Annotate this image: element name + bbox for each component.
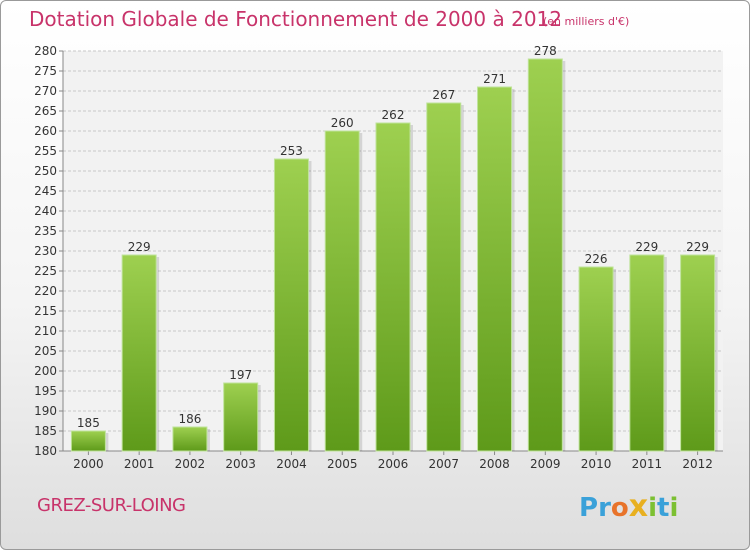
y-tick-label: 225 <box>34 264 57 278</box>
y-tick-label: 185 <box>34 424 57 438</box>
logo-letter: x <box>628 489 649 524</box>
bar-2008 <box>477 86 513 452</box>
y-tick-label: 240 <box>34 204 57 218</box>
x-tick-label: 2006 <box>378 457 409 471</box>
x-tick-label: 2010 <box>581 457 612 471</box>
y-tick-label: 215 <box>34 304 57 318</box>
data-label: 229 <box>128 240 151 254</box>
bar-2004 <box>273 158 309 452</box>
data-label: 229 <box>635 240 658 254</box>
y-tick-label: 250 <box>34 164 57 178</box>
logo-letter: i <box>669 493 679 523</box>
x-tick-label: 2009 <box>530 457 561 471</box>
data-label: 278 <box>534 44 557 58</box>
data-label: 262 <box>382 108 405 122</box>
x-tick-label: 2000 <box>73 457 104 471</box>
chart-title: Dotation Globale de Fonctionnement de 20… <box>29 7 562 31</box>
x-tick-label: 2004 <box>276 457 307 471</box>
y-tick-label: 265 <box>34 104 57 118</box>
x-tick-label: 2001 <box>124 457 155 471</box>
x-tick-label: 2008 <box>479 457 510 471</box>
data-label: 260 <box>331 116 354 130</box>
bar-2007 <box>426 102 462 452</box>
chart-subtitle: (en milliers d'€) <box>543 15 630 28</box>
logo-letter: t <box>657 493 670 523</box>
x-tick-label: 2011 <box>632 457 663 471</box>
bar-2002 <box>172 426 208 452</box>
data-label: 186 <box>178 412 201 426</box>
bar-2001 <box>121 254 157 452</box>
bar-2006 <box>375 122 411 452</box>
y-tick-label: 245 <box>34 184 57 198</box>
y-tick-label: 205 <box>34 344 57 358</box>
logo-letter: i <box>648 493 658 523</box>
bar-2012 <box>680 254 716 452</box>
x-tick-label: 2007 <box>428 457 459 471</box>
x-tick-label: 2005 <box>327 457 358 471</box>
data-label: 253 <box>280 144 303 158</box>
commune-name: GREZ-SUR-LOING <box>37 495 186 516</box>
logo-letter: o <box>610 493 629 523</box>
proxiti-logo: Proxiti <box>579 489 678 524</box>
y-tick-label: 180 <box>34 444 57 458</box>
data-label: 185 <box>77 416 100 430</box>
logo-letter: P <box>579 493 599 523</box>
data-label: 229 <box>686 240 709 254</box>
data-label: 271 <box>483 72 506 86</box>
data-label: 267 <box>432 88 455 102</box>
y-tick-label: 220 <box>34 284 57 298</box>
data-label: 226 <box>585 252 608 266</box>
y-tick-label: 200 <box>34 364 57 378</box>
bar-2005 <box>324 130 360 452</box>
y-tick-label: 275 <box>34 64 57 78</box>
bar-2011 <box>629 254 665 452</box>
bar-2010 <box>578 266 614 452</box>
bar-2003 <box>223 382 259 452</box>
y-tick-label: 260 <box>34 124 57 138</box>
y-tick-label: 235 <box>34 224 57 238</box>
x-tick-label: 2003 <box>225 457 256 471</box>
bar-2009 <box>527 58 563 452</box>
y-tick-label: 280 <box>34 44 57 58</box>
y-tick-label: 195 <box>34 384 57 398</box>
y-tick-label: 210 <box>34 324 57 338</box>
logo-letter: r <box>598 493 611 523</box>
data-label: 197 <box>229 368 252 382</box>
bar-2000 <box>70 430 106 452</box>
y-tick-label: 270 <box>34 84 57 98</box>
y-tick-label: 255 <box>34 144 57 158</box>
y-tick-label: 190 <box>34 404 57 418</box>
y-tick-label: 230 <box>34 244 57 258</box>
x-tick-label: 2002 <box>175 457 206 471</box>
x-tick-label: 2012 <box>682 457 713 471</box>
